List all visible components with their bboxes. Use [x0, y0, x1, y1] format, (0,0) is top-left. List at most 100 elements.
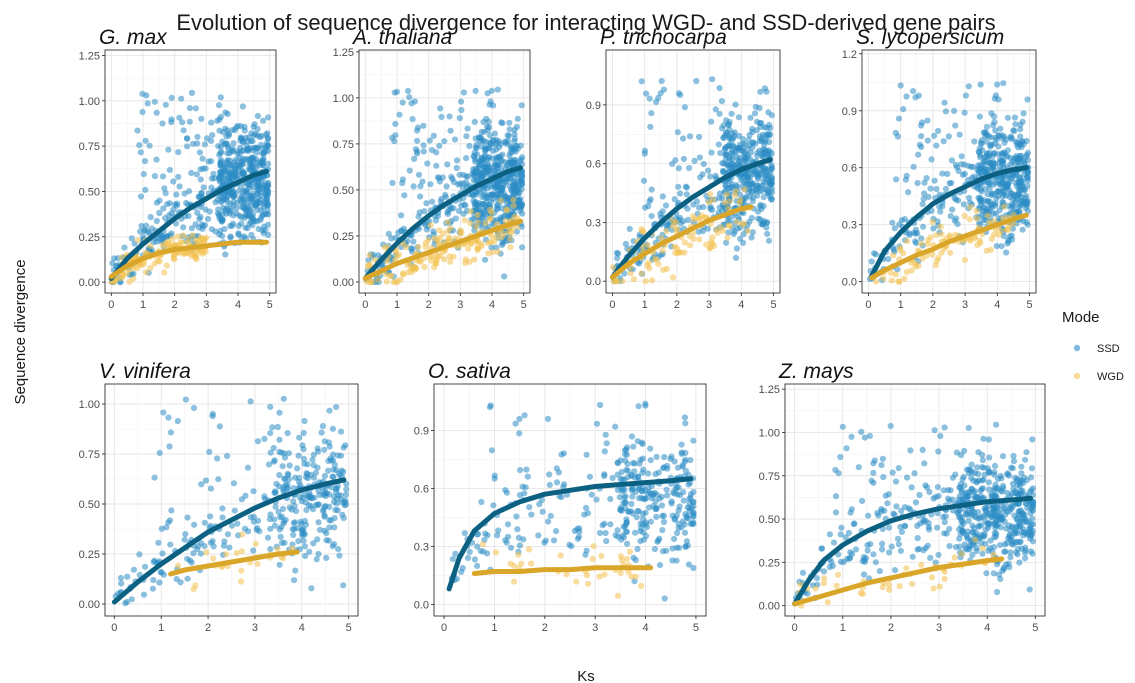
ssd-point: [617, 504, 625, 511]
wgd-point: [482, 220, 489, 227]
ssd-point: [262, 131, 270, 138]
ssd-point: [660, 518, 668, 526]
ssd-point: [517, 156, 525, 163]
ssd-point: [716, 85, 723, 92]
ssd-point: [261, 198, 268, 205]
ssd-point: [958, 161, 965, 168]
ssd-point: [232, 174, 239, 181]
ssd-point: [151, 474, 158, 481]
ssd-point: [859, 497, 866, 504]
ssd-point: [285, 450, 292, 457]
legend-label-ssd: SSD: [1097, 343, 1120, 355]
wgd-point: [589, 555, 596, 563]
ssd-point: [992, 521, 999, 528]
ssd-point: [210, 543, 217, 550]
ssd-point: [669, 545, 676, 552]
ssd-point: [151, 98, 158, 105]
ssd-point: [670, 489, 677, 496]
ssd-point: [450, 178, 458, 186]
ssd-point: [620, 499, 627, 506]
ssd-point: [516, 415, 523, 422]
wgd-point: [238, 548, 245, 555]
ssd-point: [438, 113, 445, 120]
ssd-point: [511, 131, 518, 138]
ssd-point: [501, 273, 508, 280]
wgd-point: [486, 206, 494, 213]
ssd-point: [1004, 470, 1011, 477]
ssd-point: [542, 537, 549, 544]
panel-title: V. vinifera: [99, 360, 191, 383]
ssd-point: [979, 550, 986, 557]
ssd-point: [193, 171, 200, 178]
x-tick-label: 4: [235, 299, 241, 311]
ssd-point: [661, 453, 668, 461]
ssd-point: [933, 142, 940, 149]
wgd-point: [901, 275, 908, 282]
ssd-point: [730, 230, 737, 238]
ssd-point: [491, 475, 498, 482]
ssd-point: [736, 191, 743, 198]
ssd-point: [990, 113, 998, 120]
wgd-point: [192, 254, 199, 261]
ssd-point: [897, 82, 904, 89]
wgd-point: [896, 583, 903, 590]
ssd-point: [642, 509, 649, 516]
ssd-point: [244, 208, 251, 215]
wgd-point: [444, 228, 452, 235]
ssd-point: [614, 459, 621, 466]
ssd-point: [934, 484, 942, 491]
ssd-point: [865, 512, 872, 519]
ssd-point: [709, 76, 716, 83]
ssd-point: [992, 481, 999, 488]
ssd-point: [391, 138, 398, 145]
ssd-point: [910, 88, 917, 95]
ssd-point: [936, 203, 943, 210]
ssd-point: [140, 591, 148, 598]
ssd-point: [976, 113, 983, 120]
wgd-point: [625, 568, 632, 575]
ssd-point: [923, 175, 930, 182]
ssd-point: [693, 198, 701, 205]
ssd-point: [845, 529, 853, 537]
wgd-point: [151, 260, 158, 267]
ssd-point: [1019, 487, 1026, 494]
ssd-point: [905, 505, 912, 512]
wgd-point: [885, 581, 893, 589]
ssd-point: [473, 151, 481, 158]
wgd-point: [918, 561, 925, 569]
ssd-point: [986, 521, 993, 528]
ssd-point: [499, 120, 506, 127]
ssd-point: [903, 93, 910, 100]
ssd-point: [601, 448, 608, 455]
ssd-point: [884, 500, 891, 507]
ssd-point: [1010, 458, 1018, 465]
ssd-point: [601, 471, 608, 478]
ssd-point: [190, 140, 197, 147]
ssd-point: [879, 546, 886, 553]
ssd-point: [208, 184, 215, 191]
wgd-point: [990, 551, 997, 558]
ssd-point: [635, 508, 642, 515]
ssd-point: [961, 447, 968, 455]
ssd-point: [254, 112, 261, 120]
ssd-point: [273, 480, 280, 487]
ssd-point: [279, 463, 286, 470]
ssd-point: [931, 427, 938, 434]
ssd-point: [270, 444, 277, 452]
ssd-point: [909, 553, 916, 560]
wgd-point: [930, 585, 937, 592]
ssd-point: [484, 156, 491, 164]
ssd-point: [296, 434, 303, 441]
ssd-point: [247, 514, 254, 521]
wgd-point: [467, 208, 474, 215]
ssd-point: [166, 166, 173, 174]
ssd-point: [279, 505, 287, 512]
ssd-point: [184, 143, 191, 150]
ssd-point: [1026, 586, 1033, 593]
ssd-point: [399, 180, 406, 187]
legend-key-wgd: [1073, 372, 1081, 380]
ssd-point: [941, 519, 948, 526]
ssd-point: [284, 430, 291, 437]
ssd-point: [504, 521, 512, 528]
ssd-point: [920, 519, 927, 526]
